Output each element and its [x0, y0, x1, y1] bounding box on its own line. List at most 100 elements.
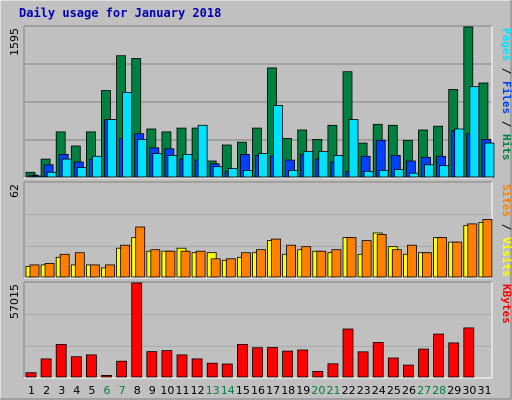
bar-sites-day-18: [286, 244, 297, 278]
bar-kbytes-day-28: [433, 333, 445, 378]
bar-sites-day-12: [195, 250, 206, 278]
bar-kbytes-day-18: [282, 350, 294, 378]
bar-kbytes-day-20: [312, 370, 324, 378]
x-tick-day-6: 6: [104, 384, 111, 397]
bar-pages-day-22: [348, 119, 359, 178]
x-tick-day-26: 26: [402, 384, 416, 397]
bar-pages-day-23: [363, 170, 374, 178]
visits-panel: 62 Sites / Visits: [8, 181, 512, 279]
bar-kbytes-day-6: [101, 374, 112, 378]
bar-sites-day-15: [240, 252, 251, 278]
bar-pages-day-12: [197, 124, 208, 178]
x-tick-day-27: 27: [417, 384, 431, 397]
bar-pages-day-16: [258, 153, 268, 178]
bar-sites-day-10: [165, 250, 176, 278]
x-tick-day-2: 2: [43, 384, 50, 397]
bar-kbytes-day-14: [221, 363, 233, 378]
bar-kbytes-day-3: [55, 343, 67, 378]
bar-pages-day-17: [273, 105, 283, 178]
bar-pages-day-1: [31, 175, 42, 178]
x-tick-day-22: 22: [342, 384, 356, 397]
bar-kbytes-day-9: [146, 351, 158, 378]
bar-sites-day-14: [225, 258, 236, 278]
bar-kbytes-day-23: [357, 351, 369, 378]
bar-sites-day-23: [361, 240, 372, 278]
hits-panel: 1595 Pages / Files / Hits: [8, 25, 512, 179]
bar-pages-day-7: [122, 92, 132, 178]
bar-sites-day-28: [437, 237, 448, 278]
bar-sites-day-25: [391, 249, 402, 278]
legend-hits: Hits: [500, 134, 512, 161]
x-tick-day-28: 28: [432, 384, 446, 397]
bar-kbytes-day-30: [463, 327, 475, 378]
bar-sites-day-26: [406, 244, 417, 278]
bar-sites-day-19: [301, 246, 312, 278]
bar-pages-day-14: [227, 168, 238, 178]
bar-sites-day-3: [59, 253, 70, 278]
x-tick-day-13: 13: [206, 384, 220, 397]
bar-pages-day-9: [152, 153, 163, 178]
bar-sites-day-17: [271, 238, 281, 278]
x-tick-day-24: 24: [372, 384, 386, 397]
bar-sites-day-11: [180, 250, 191, 278]
x-tick-day-8: 8: [134, 384, 141, 397]
bar-sites-day-9: [150, 249, 161, 278]
bar-pages-day-10: [167, 154, 178, 178]
kbytes-panel: 57015 KBytes: [8, 281, 512, 379]
bar-sites-day-24: [376, 234, 387, 278]
chart-title: Daily usage for January 2018: [19, 6, 221, 20]
x-tick-day-3: 3: [58, 384, 65, 397]
bar-kbytes-day-7: [116, 360, 127, 378]
bar-kbytes-day-27: [418, 348, 429, 378]
bar-sites-day-20: [316, 250, 327, 278]
legend-visits: Visits: [500, 237, 512, 277]
x-tick-day-17: 17: [266, 384, 280, 397]
x-tick-day-23: 23: [357, 384, 371, 397]
bar-kbytes-day-13: [206, 362, 218, 378]
bar-kbytes-day-22: [342, 328, 354, 378]
x-tick-day-31: 31: [478, 384, 492, 397]
bar-kbytes-day-11: [176, 354, 188, 378]
bar-kbytes-day-17: [267, 347, 278, 378]
x-tick-day-21: 21: [327, 384, 341, 397]
bar-pages-day-19: [303, 151, 314, 178]
bar-pages-day-31: [484, 142, 495, 178]
legend-pages: Pages: [500, 28, 512, 61]
x-tick-day-1: 1: [28, 384, 35, 397]
bar-pages-day-18: [288, 169, 299, 178]
bar-pages-day-2: [46, 171, 57, 178]
x-tick-day-30: 30: [462, 384, 476, 397]
bar-kbytes-day-8: [131, 282, 143, 378]
y-max-label: 1595: [8, 28, 21, 56]
bar-pages-day-27: [424, 164, 434, 178]
bar-pages-day-28: [439, 165, 450, 178]
x-tick-day-15: 15: [236, 384, 250, 397]
bar-sites-day-8: [135, 226, 146, 278]
bar-kbytes-day-4: [70, 356, 82, 378]
bar-kbytes-day-12: [191, 358, 203, 378]
bar-pages-day-4: [76, 167, 87, 178]
bar-pages-day-24: [378, 169, 389, 178]
bar-sites-day-7: [120, 244, 130, 278]
x-tick-day-5: 5: [88, 384, 95, 397]
bar-kbytes-day-16: [252, 347, 263, 378]
bar-kbytes-day-21: [327, 363, 339, 378]
legend: KBytes: [500, 284, 512, 324]
x-tick-day-12: 12: [191, 384, 205, 397]
y-max-label: 57015: [8, 284, 21, 319]
bar-kbytes-day-24: [372, 342, 384, 378]
bar-kbytes-day-15: [236, 343, 248, 378]
bar-pages-day-25: [393, 169, 404, 178]
bar-sites-day-5: [90, 264, 100, 278]
x-tick-day-16: 16: [251, 384, 265, 397]
bar-sites-day-4: [74, 252, 85, 278]
x-tick-day-20: 20: [311, 384, 325, 397]
bar-sites-day-21: [331, 249, 342, 278]
legend: Sites / Visits: [500, 184, 512, 277]
legend-kbytes: KBytes: [500, 284, 512, 324]
bar-kbytes-day-10: [161, 350, 173, 378]
bar-kbytes-day-25: [387, 357, 399, 378]
bar-sites-day-27: [422, 252, 432, 278]
bar-kbytes-day-19: [297, 349, 309, 378]
x-tick-day-10: 10: [160, 384, 174, 397]
